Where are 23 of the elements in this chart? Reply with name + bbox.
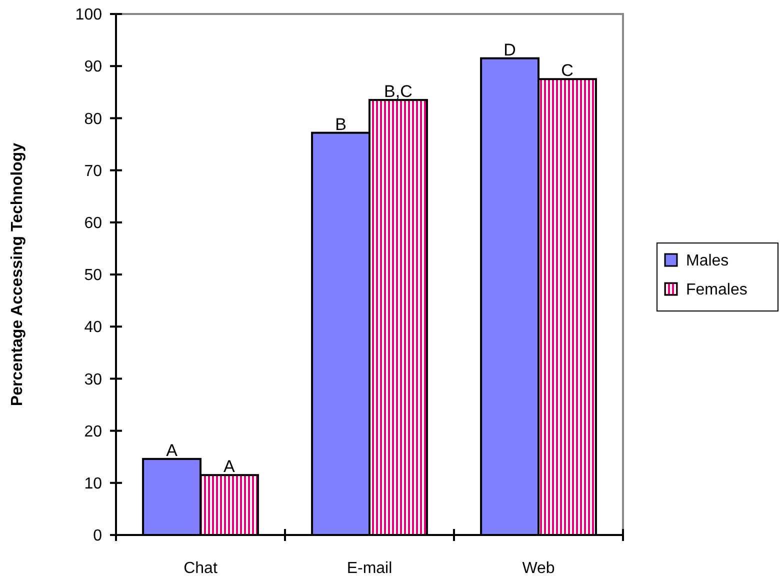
y-tick-label: 80	[84, 110, 102, 128]
y-axis-title: Percentage Accessing Technology	[9, 142, 26, 406]
data-label: D	[504, 40, 516, 60]
x-tick-label: E-mail	[346, 560, 392, 577]
data-label: A	[166, 440, 178, 460]
y-tick-label: 30	[84, 371, 102, 388]
y-tick-label: 100	[75, 6, 102, 24]
y-tick-label: 10	[84, 476, 102, 492]
y-tick-label: 70	[84, 162, 102, 180]
y-tick-label: 0	[93, 528, 102, 545]
legend-label: Females	[686, 282, 748, 299]
data-label: B	[335, 114, 346, 134]
x-tick-label: Web	[522, 560, 555, 577]
y-tick-label: 60	[84, 215, 102, 232]
y-tick-label: 50	[84, 267, 102, 284]
y-tick-label: 90	[84, 58, 102, 76]
legend-label: Males	[686, 252, 729, 270]
data-label: A	[224, 457, 236, 476]
y-tick-label: 20	[84, 423, 102, 440]
x-tick-label: Chat	[184, 560, 218, 577]
y-tick-label: 40	[84, 319, 102, 336]
data-label: B,C	[384, 82, 412, 101]
data-label: C	[561, 61, 574, 80]
